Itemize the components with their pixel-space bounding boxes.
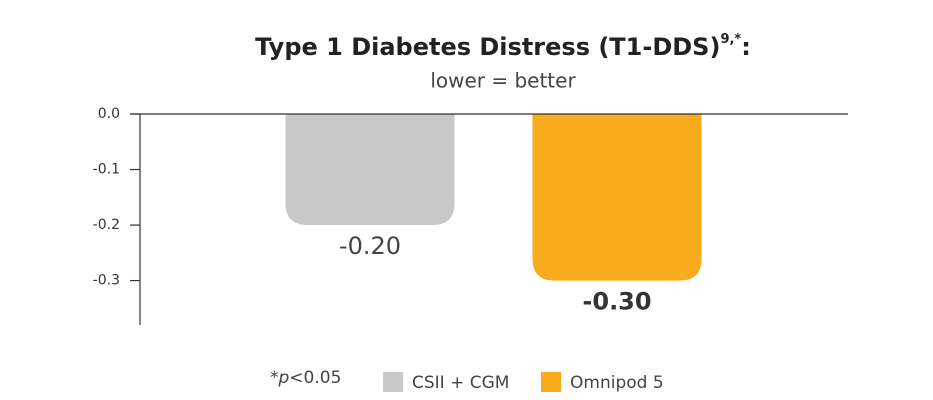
footnote: *p<0.05 — [270, 368, 341, 388]
title-superscript: 9,* — [720, 32, 741, 47]
footnote-text: <0.05 — [289, 368, 341, 388]
title-main: Type 1 Diabetes Distress (T1-DDS) — [255, 33, 720, 61]
footnote-marker: * — [270, 368, 279, 388]
legend-label: Omnipod 5 — [570, 373, 664, 393]
y-tick-label: 0.0 — [98, 106, 120, 122]
value-label: -0.30 — [582, 288, 651, 316]
footnote-symbol: p — [278, 368, 290, 388]
legend-swatch — [541, 372, 561, 392]
value-label: -0.20 — [339, 232, 401, 260]
chart-subtitle: lower = better — [430, 69, 576, 93]
chart-title: Type 1 Diabetes Distress (T1-DDS)9,*: — [255, 32, 751, 62]
title-end: : — [741, 33, 751, 61]
y-tick-label: -0.3 — [93, 273, 120, 289]
legend-swatch — [383, 372, 403, 392]
bar — [285, 114, 455, 226]
y-tick-label: -0.2 — [93, 217, 120, 233]
bar — [532, 114, 702, 281]
legend-label: CSII + CGM — [412, 373, 509, 393]
y-tick-label: -0.1 — [93, 162, 120, 178]
